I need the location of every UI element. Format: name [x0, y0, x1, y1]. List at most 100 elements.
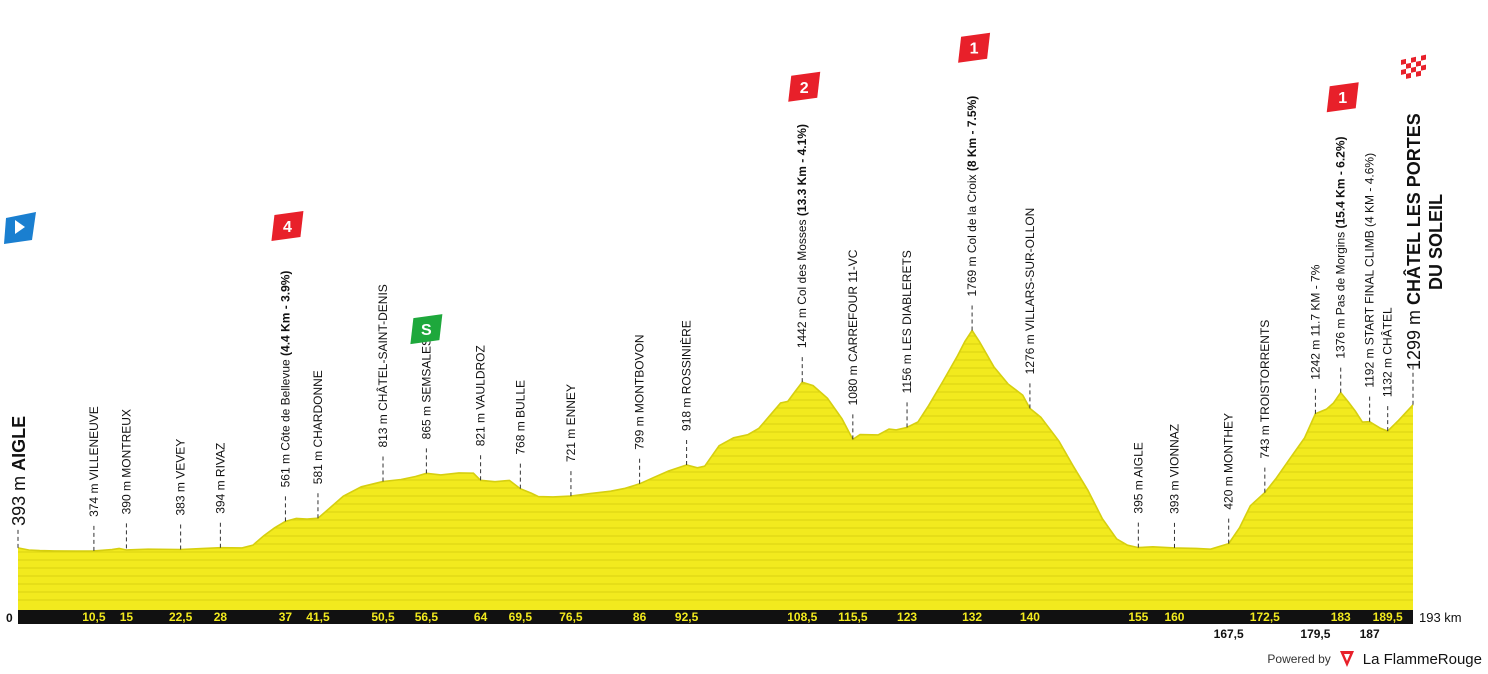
brand-flammerouge: FlammeRouge — [1383, 650, 1482, 668]
km-tick-label-below: 167,5 — [1214, 627, 1244, 641]
km-tick-label: 115,5 — [838, 610, 868, 624]
finish-flag-square — [1401, 68, 1406, 75]
waypoint-label: 420 m MONTHEY — [1222, 413, 1236, 510]
waypoint-label: 865 m SEMSALES — [419, 338, 433, 439]
km-end-label: 193 km — [1419, 610, 1462, 625]
brand-la: La — [1362, 650, 1384, 668]
waypoint-label: 581 m CHARDONNE — [311, 370, 325, 484]
km-tick-label: 15 — [120, 610, 134, 624]
waypoint-climb-detail: (8 Km - 7.5%) — [965, 96, 979, 175]
waypoint-label: 374 m VILLENEUVE — [87, 406, 101, 517]
waypoint-label: 821 m VAULDROZ — [474, 345, 488, 446]
km-tick-label: 69,5 — [509, 610, 533, 624]
finish-flag-square — [1416, 65, 1421, 72]
climb-category-4-badge-label: 4 — [283, 219, 292, 236]
sprint-badge-label: S — [421, 322, 432, 339]
km-tick-label-below: 179,5 — [1300, 627, 1330, 641]
finish-flag-square — [1411, 71, 1416, 78]
brand-name: La FlammeRouge — [1363, 651, 1482, 668]
finish-flag-square — [1411, 66, 1416, 73]
finish-flag-square — [1421, 59, 1426, 66]
km-tick-label: 37 — [279, 610, 293, 624]
profile-area — [18, 330, 1413, 610]
km-tick-label: 123 — [897, 610, 917, 624]
start-play-icon — [15, 220, 25, 234]
km-tick-label: 50,5 — [371, 610, 395, 624]
waypoint-climb-detail: (15.4 Km - 6.2%) — [1334, 136, 1348, 231]
waypoint-label: 768 m BULLE — [513, 380, 527, 455]
finish-flag-square — [1421, 64, 1426, 71]
km-tick-label: 64 — [474, 610, 488, 624]
sprint-badge: S — [410, 314, 443, 345]
climb-category-2-badge: 2 — [788, 71, 821, 102]
waypoint-label: 1080 m CARREFOUR 11-VC — [846, 249, 860, 405]
finish-flag-square — [1401, 73, 1406, 80]
finish-flag-square — [1401, 58, 1406, 65]
climb-category-1-badge: 1 — [958, 32, 991, 63]
waypoint-label: 394 m RIVAZ — [213, 443, 227, 514]
km-tick-label: 108,5 — [787, 610, 817, 624]
climb-category-4-badge-shape — [271, 210, 304, 241]
km-tick-label: 92,5 — [675, 610, 699, 624]
finish-flag-square — [1406, 72, 1411, 79]
waypoint-label: 1132 m CHÂTEL — [1380, 307, 1395, 397]
km-tick-label: 155 — [1128, 610, 1148, 624]
waypoint-label: 1242 m 11.7 KM - 7% — [1308, 264, 1322, 379]
start-label: 393 m AIGLE — [9, 416, 29, 526]
climb-category-1-badge-shape — [1326, 82, 1359, 113]
finish-name-line2: DU SOLEIL — [1426, 194, 1446, 290]
powered-by-label: Powered by — [1267, 652, 1331, 666]
climb-category-1-badge: 1 — [1326, 82, 1359, 113]
finish-flag-square — [1421, 54, 1426, 61]
climb-category-1-badge-label: 1 — [970, 41, 979, 58]
km-tick-label: 22,5 — [169, 610, 193, 624]
finish-flag-square — [1416, 70, 1421, 77]
km-tick-label: 86 — [633, 610, 647, 624]
climb-category-4-badge: 4 — [271, 210, 304, 241]
finish-flag-square — [1406, 57, 1411, 64]
waypoint-label: 383 m VEVEY — [174, 439, 188, 516]
start-name: AIGLE — [9, 416, 29, 471]
km-tick-label: 172,5 — [1250, 610, 1280, 624]
waypoint-label: 1156 m LES DIABLERETS — [900, 250, 914, 393]
km-tick-label-below: 187 — [1360, 627, 1380, 641]
finish-flag-square — [1411, 56, 1416, 63]
waypoint-label: 1442 m Col des Mosses (13.3 Km - 4.1%) — [795, 124, 809, 348]
waypoint-label: 390 m MONTREUX — [119, 409, 133, 514]
km-tick-label: 28 — [214, 610, 228, 624]
km-tick-label: 56,5 — [415, 610, 439, 624]
waypoint-label: 1276 m VILLARS-SUR-OLLON — [1023, 208, 1037, 375]
climb-category-1-badge-shape — [958, 32, 991, 63]
km-tick-label: 41,5 — [306, 610, 330, 624]
waypoint-climb-detail: (13.3 Km - 4.1%) — [795, 124, 809, 219]
finish-label: 1299 m CHÂTEL LES PORTES — [1403, 113, 1424, 370]
km-tick-label: 76,5 — [559, 610, 583, 624]
waypoint-label: 721 m ENNEY — [564, 384, 578, 462]
climb-category-1-badge-label: 1 — [1338, 90, 1347, 107]
km-start-label: 0 — [6, 611, 13, 625]
waypoint-label: 395 m AIGLE — [1131, 442, 1145, 513]
finish-flag-square — [1416, 55, 1421, 62]
waypoint-label: 918 m ROSSINIÈRE — [679, 320, 694, 431]
km-axis-group: 10,5 15 22,5 28 37 41,5 50,5 56,5 64 69,5 76,5 86 92… — [6, 610, 1462, 641]
km-tick-label: 189,5 — [1373, 610, 1403, 624]
km-tick-label: 160 — [1164, 610, 1184, 624]
km-tick-label: 132 — [962, 610, 982, 624]
waypoint-label: 1376 m Pas de Morgins (15.4 Km - 6.2%) — [1334, 136, 1348, 358]
waypoint-label: 743 m TROISTORRENTS — [1258, 320, 1272, 459]
finish-flag-square — [1406, 67, 1411, 74]
sprint-badge-shape — [410, 314, 443, 345]
waypoint-label: 799 m MONTBOVON — [633, 334, 647, 449]
waypoint-label: 393 m VIONNAZ — [1167, 424, 1181, 514]
climb-category-2-badge-shape — [788, 71, 821, 102]
finish-flag-square — [1411, 61, 1416, 68]
flame-rouge-logo-icon — [1339, 651, 1354, 667]
km-tick-label: 140 — [1020, 610, 1040, 624]
km-tick-label: 183 — [1331, 610, 1351, 624]
waypoint-label: 561 m Côte de Bellevue (4.4 Km - 3.9%) — [278, 271, 292, 488]
finish-name-line1: CHÂTEL LES PORTES — [1403, 113, 1424, 305]
climb-category-2-badge-label: 2 — [800, 80, 809, 97]
profile-outline — [17, 329, 1414, 552]
finish-flag-icon — [1401, 54, 1426, 80]
